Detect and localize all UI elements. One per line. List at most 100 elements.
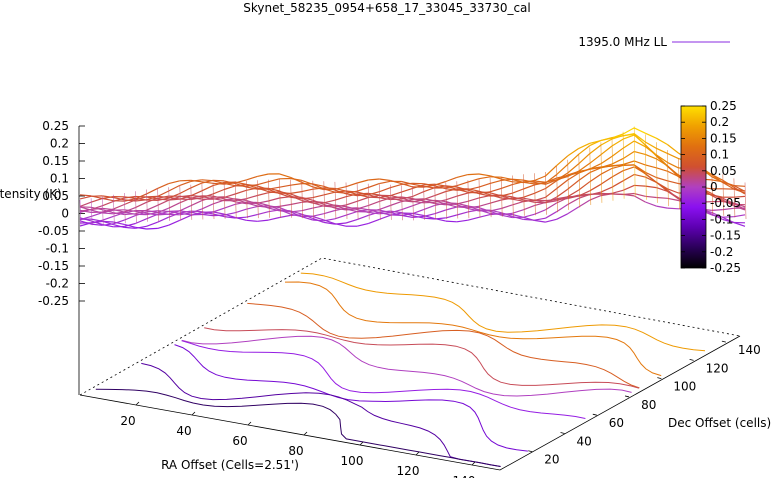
surface-segment	[568, 207, 579, 214]
surface-segment	[180, 188, 191, 194]
surface-segment	[390, 199, 401, 200]
surface-segment	[368, 197, 379, 198]
surface-segment	[124, 227, 135, 228]
surface-segment	[257, 182, 268, 185]
z-tick-label: -0.15	[38, 259, 69, 273]
surface-segment	[645, 186, 656, 188]
surface-segment	[401, 188, 412, 192]
surface-segment	[324, 192, 335, 195]
surface-segment	[457, 182, 468, 186]
surface-segment	[147, 188, 158, 194]
surface-segment	[357, 224, 368, 227]
surface-segment	[246, 176, 257, 180]
x-tick-mark	[472, 462, 475, 465]
surface-segment	[612, 194, 623, 195]
surface-segment	[634, 128, 645, 133]
y-tick-label: 20	[544, 453, 559, 467]
contour-line	[182, 336, 631, 396]
surface-segment	[135, 219, 146, 224]
surface-segment	[368, 219, 379, 223]
surface-segment	[257, 174, 268, 176]
surface-segment	[302, 208, 313, 211]
surface-segment	[579, 154, 590, 164]
surface-segment	[158, 217, 169, 222]
surface-segment	[446, 204, 457, 205]
colorbar-tick-label: -0.15	[710, 229, 741, 243]
z-tick-label: 0.1	[50, 172, 69, 186]
y-tick-mark	[657, 378, 661, 379]
surface-segment	[457, 193, 468, 196]
surface-segment	[645, 133, 656, 138]
surface-segment	[457, 175, 468, 178]
x-tick-mark	[416, 452, 419, 455]
surface-segment	[523, 214, 534, 217]
surface-segment	[468, 179, 479, 182]
surface-segment	[246, 220, 257, 221]
legend-label: 1395.0 MHz LL	[578, 35, 667, 49]
surface-segment	[601, 168, 612, 174]
surface-segment	[357, 215, 368, 219]
surface-segment	[557, 180, 568, 189]
surface-segment	[357, 180, 368, 183]
surface-segment	[557, 189, 568, 197]
surface-mesh-line	[568, 160, 569, 210]
surface-segment	[180, 215, 191, 220]
surface-segment	[224, 213, 235, 215]
surface-segment	[645, 202, 656, 206]
surface-segment	[224, 186, 235, 190]
colorbar-tick-label: 0.05	[710, 164, 737, 178]
surface-segment	[324, 206, 335, 207]
surface-segment	[147, 222, 158, 226]
surface-segment	[102, 198, 113, 200]
x-tick-mark	[304, 432, 307, 435]
surface-segment	[634, 152, 645, 155]
surface-segment	[435, 192, 446, 196]
surface-segment	[623, 175, 634, 181]
surface-segment	[257, 212, 268, 215]
surface-segment	[512, 189, 523, 193]
surface-segment	[734, 186, 745, 187]
surface-segment	[368, 201, 379, 205]
surface-segment	[612, 139, 623, 146]
surface-segment	[158, 184, 169, 189]
surface-segment	[479, 215, 490, 218]
surface-mesh-line	[590, 148, 591, 206]
surface-segment	[601, 146, 612, 155]
surface-segment	[457, 207, 468, 208]
surface-segment	[457, 201, 468, 204]
surface-segment	[235, 217, 246, 218]
surface-segment	[291, 184, 302, 186]
y-axis-label: Dec Offset (cells)	[668, 416, 771, 430]
surface-segment	[291, 192, 302, 194]
surface-segment	[280, 205, 291, 207]
surface-segment	[291, 202, 302, 204]
surface-segment	[623, 167, 634, 171]
surface-segment	[512, 202, 523, 205]
surface-segment	[446, 196, 457, 200]
y-tick-mark	[561, 432, 565, 433]
surface-segment	[257, 193, 268, 196]
y-tick-label: 60	[609, 416, 624, 430]
surface-segment	[379, 215, 390, 219]
x-tick-mark	[136, 402, 139, 405]
x-tick-mark	[360, 442, 363, 445]
z-tick-label: -0.05	[38, 224, 69, 238]
surface-segment	[534, 202, 545, 203]
colorbar-tick-label: 0.2	[710, 115, 729, 129]
y-tick-label: 120	[706, 361, 729, 375]
surface-segment	[213, 190, 224, 194]
surface-segment	[379, 179, 390, 181]
surface-segment	[590, 145, 601, 154]
x-tick-label: 40	[176, 424, 191, 438]
surface-segment	[135, 202, 146, 207]
surface-segment	[623, 185, 634, 190]
surface-segment	[435, 210, 446, 214]
surface-segment	[579, 146, 590, 155]
surface-segment	[158, 191, 169, 196]
surface-segment	[479, 203, 490, 206]
surface-segment	[446, 215, 457, 218]
surface-segment	[523, 219, 534, 220]
surface-segment	[335, 192, 346, 193]
surface-segment	[346, 201, 357, 205]
surface-segment	[268, 198, 279, 201]
